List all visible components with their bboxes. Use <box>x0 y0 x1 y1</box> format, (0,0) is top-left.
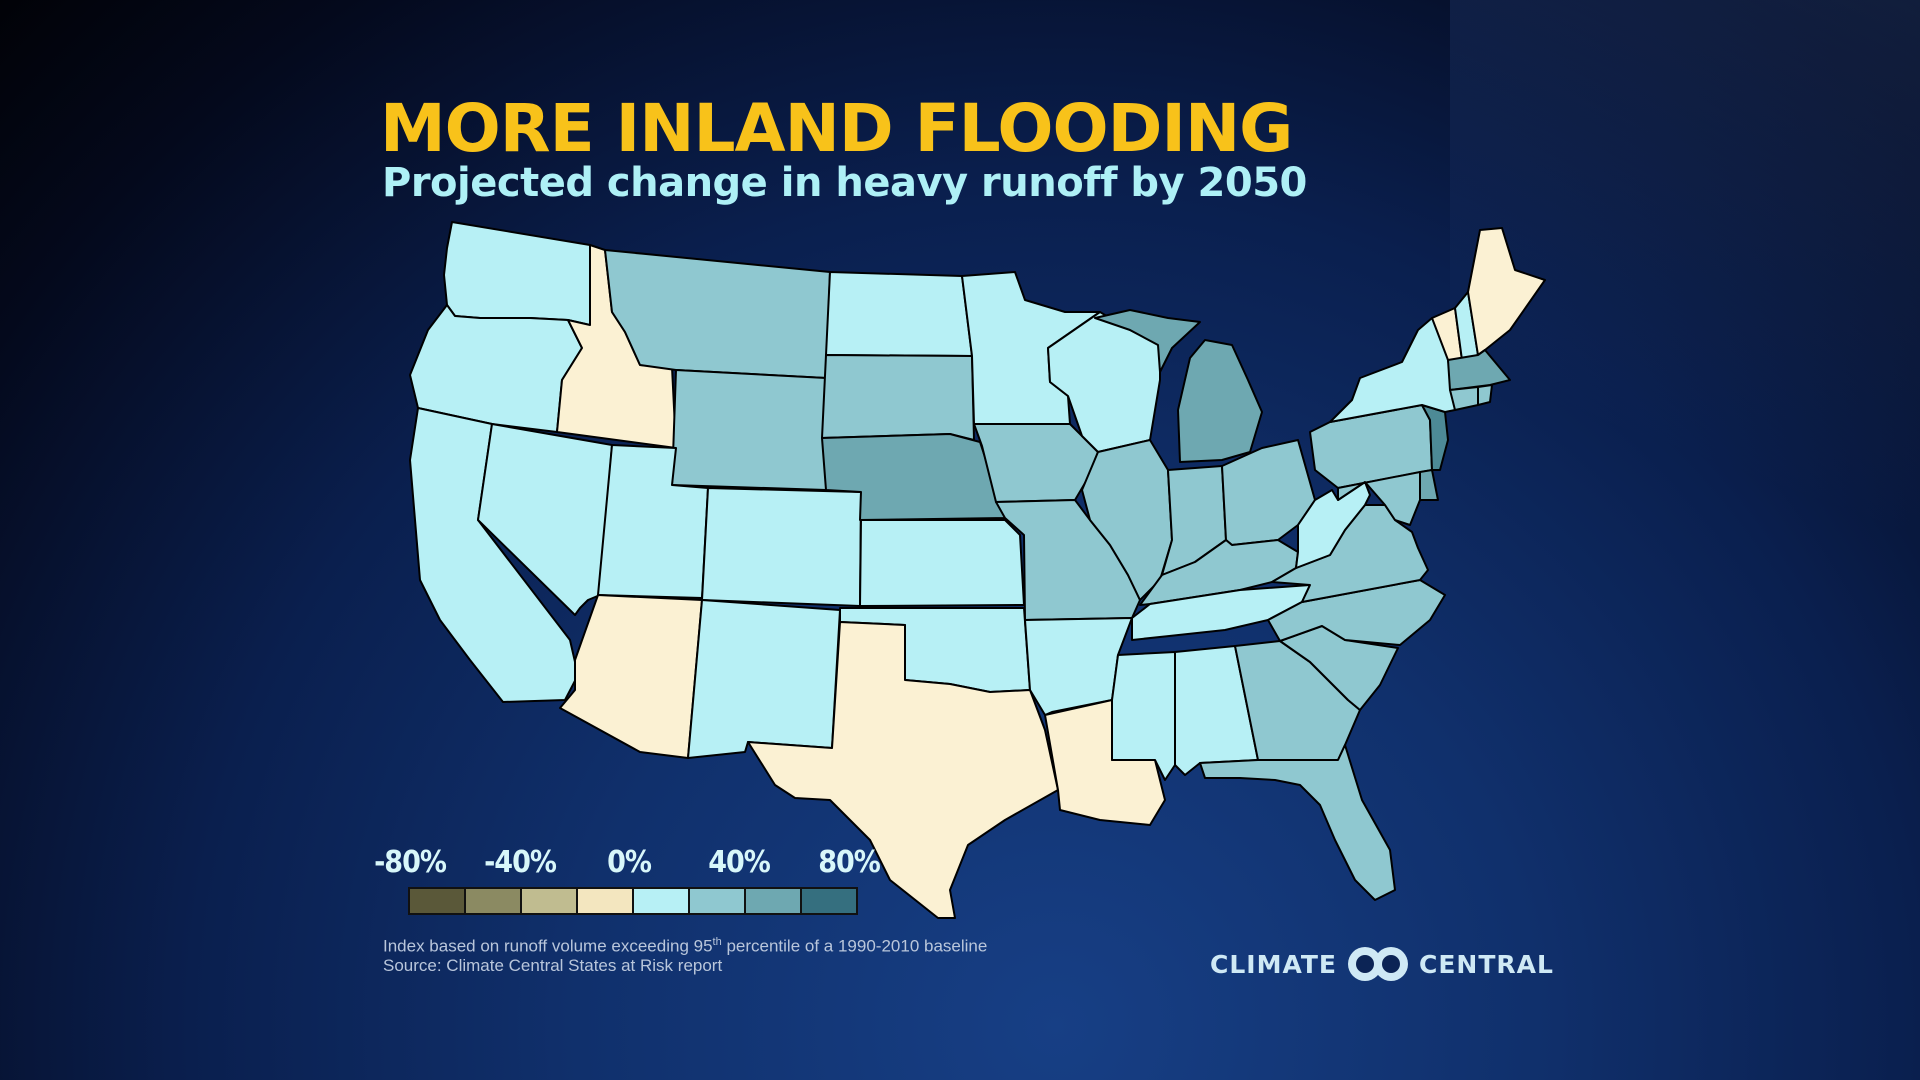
legend-swatch <box>578 889 634 913</box>
climate-central-icon <box>1348 947 1408 981</box>
legend-label-neg40: -40% <box>484 845 557 880</box>
state-nd <box>825 271 973 357</box>
state-ms <box>1111 651 1176 781</box>
state-mi <box>1094 309 1263 463</box>
state-wa <box>443 221 596 326</box>
legend-swatch <box>522 889 578 913</box>
page-title: MORE INLAND FLOODING <box>380 90 1293 167</box>
legend-label-zero: 0% <box>607 845 652 880</box>
state-wv <box>1295 481 1371 569</box>
legend-label-pos80: 80% <box>818 845 881 880</box>
footnote-superscript: th <box>712 936 722 948</box>
footnote-text: Index based on runoff volume exceeding 9… <box>383 936 713 956</box>
map-legend: -80% -40% 0% 40% 80% <box>374 845 884 915</box>
climate-central-logo: CLIMATE CENTRAL <box>1210 942 1554 986</box>
legend-swatch <box>410 889 466 913</box>
footnote-text: percentile of a 1990-2010 baseline <box>721 936 988 956</box>
state-me <box>1467 227 1546 356</box>
state-ny <box>1329 317 1456 423</box>
state-ia <box>973 423 1099 503</box>
legend-swatch <box>746 889 802 913</box>
brand-word-left: CLIMATE <box>1210 949 1337 979</box>
page-subtitle: Projected change in heavy runoff by 2050 <box>382 160 1307 206</box>
footnote-source: Source: Climate Central States at Risk r… <box>383 956 723 976</box>
state-mt <box>604 249 831 379</box>
state-de <box>1419 469 1439 501</box>
state-wy <box>671 369 827 491</box>
footnote: Index based on runoff volume exceeding 9… <box>383 936 987 976</box>
state-sd <box>821 354 975 441</box>
legend-swatch <box>466 889 522 913</box>
state-ri <box>1477 384 1493 406</box>
footnote-line-1: Index based on runoff volume exceeding 9… <box>383 936 987 956</box>
legend-color-bar <box>408 887 858 915</box>
legend-swatch <box>802 889 856 913</box>
brand-word-right: CENTRAL <box>1419 949 1554 979</box>
legend-label-neg80: -80% <box>374 845 447 880</box>
state-tx <box>747 621 1059 919</box>
state-nm <box>687 599 841 759</box>
legend-label-pos40: 40% <box>708 845 771 880</box>
state-az <box>559 594 703 759</box>
legend-swatch <box>634 889 690 913</box>
state-fl <box>1199 744 1396 901</box>
state-co <box>701 487 862 607</box>
legend-swatch <box>690 889 746 913</box>
state-ks <box>859 519 1025 607</box>
state-ct <box>1449 386 1479 411</box>
state-il <box>1081 439 1173 601</box>
